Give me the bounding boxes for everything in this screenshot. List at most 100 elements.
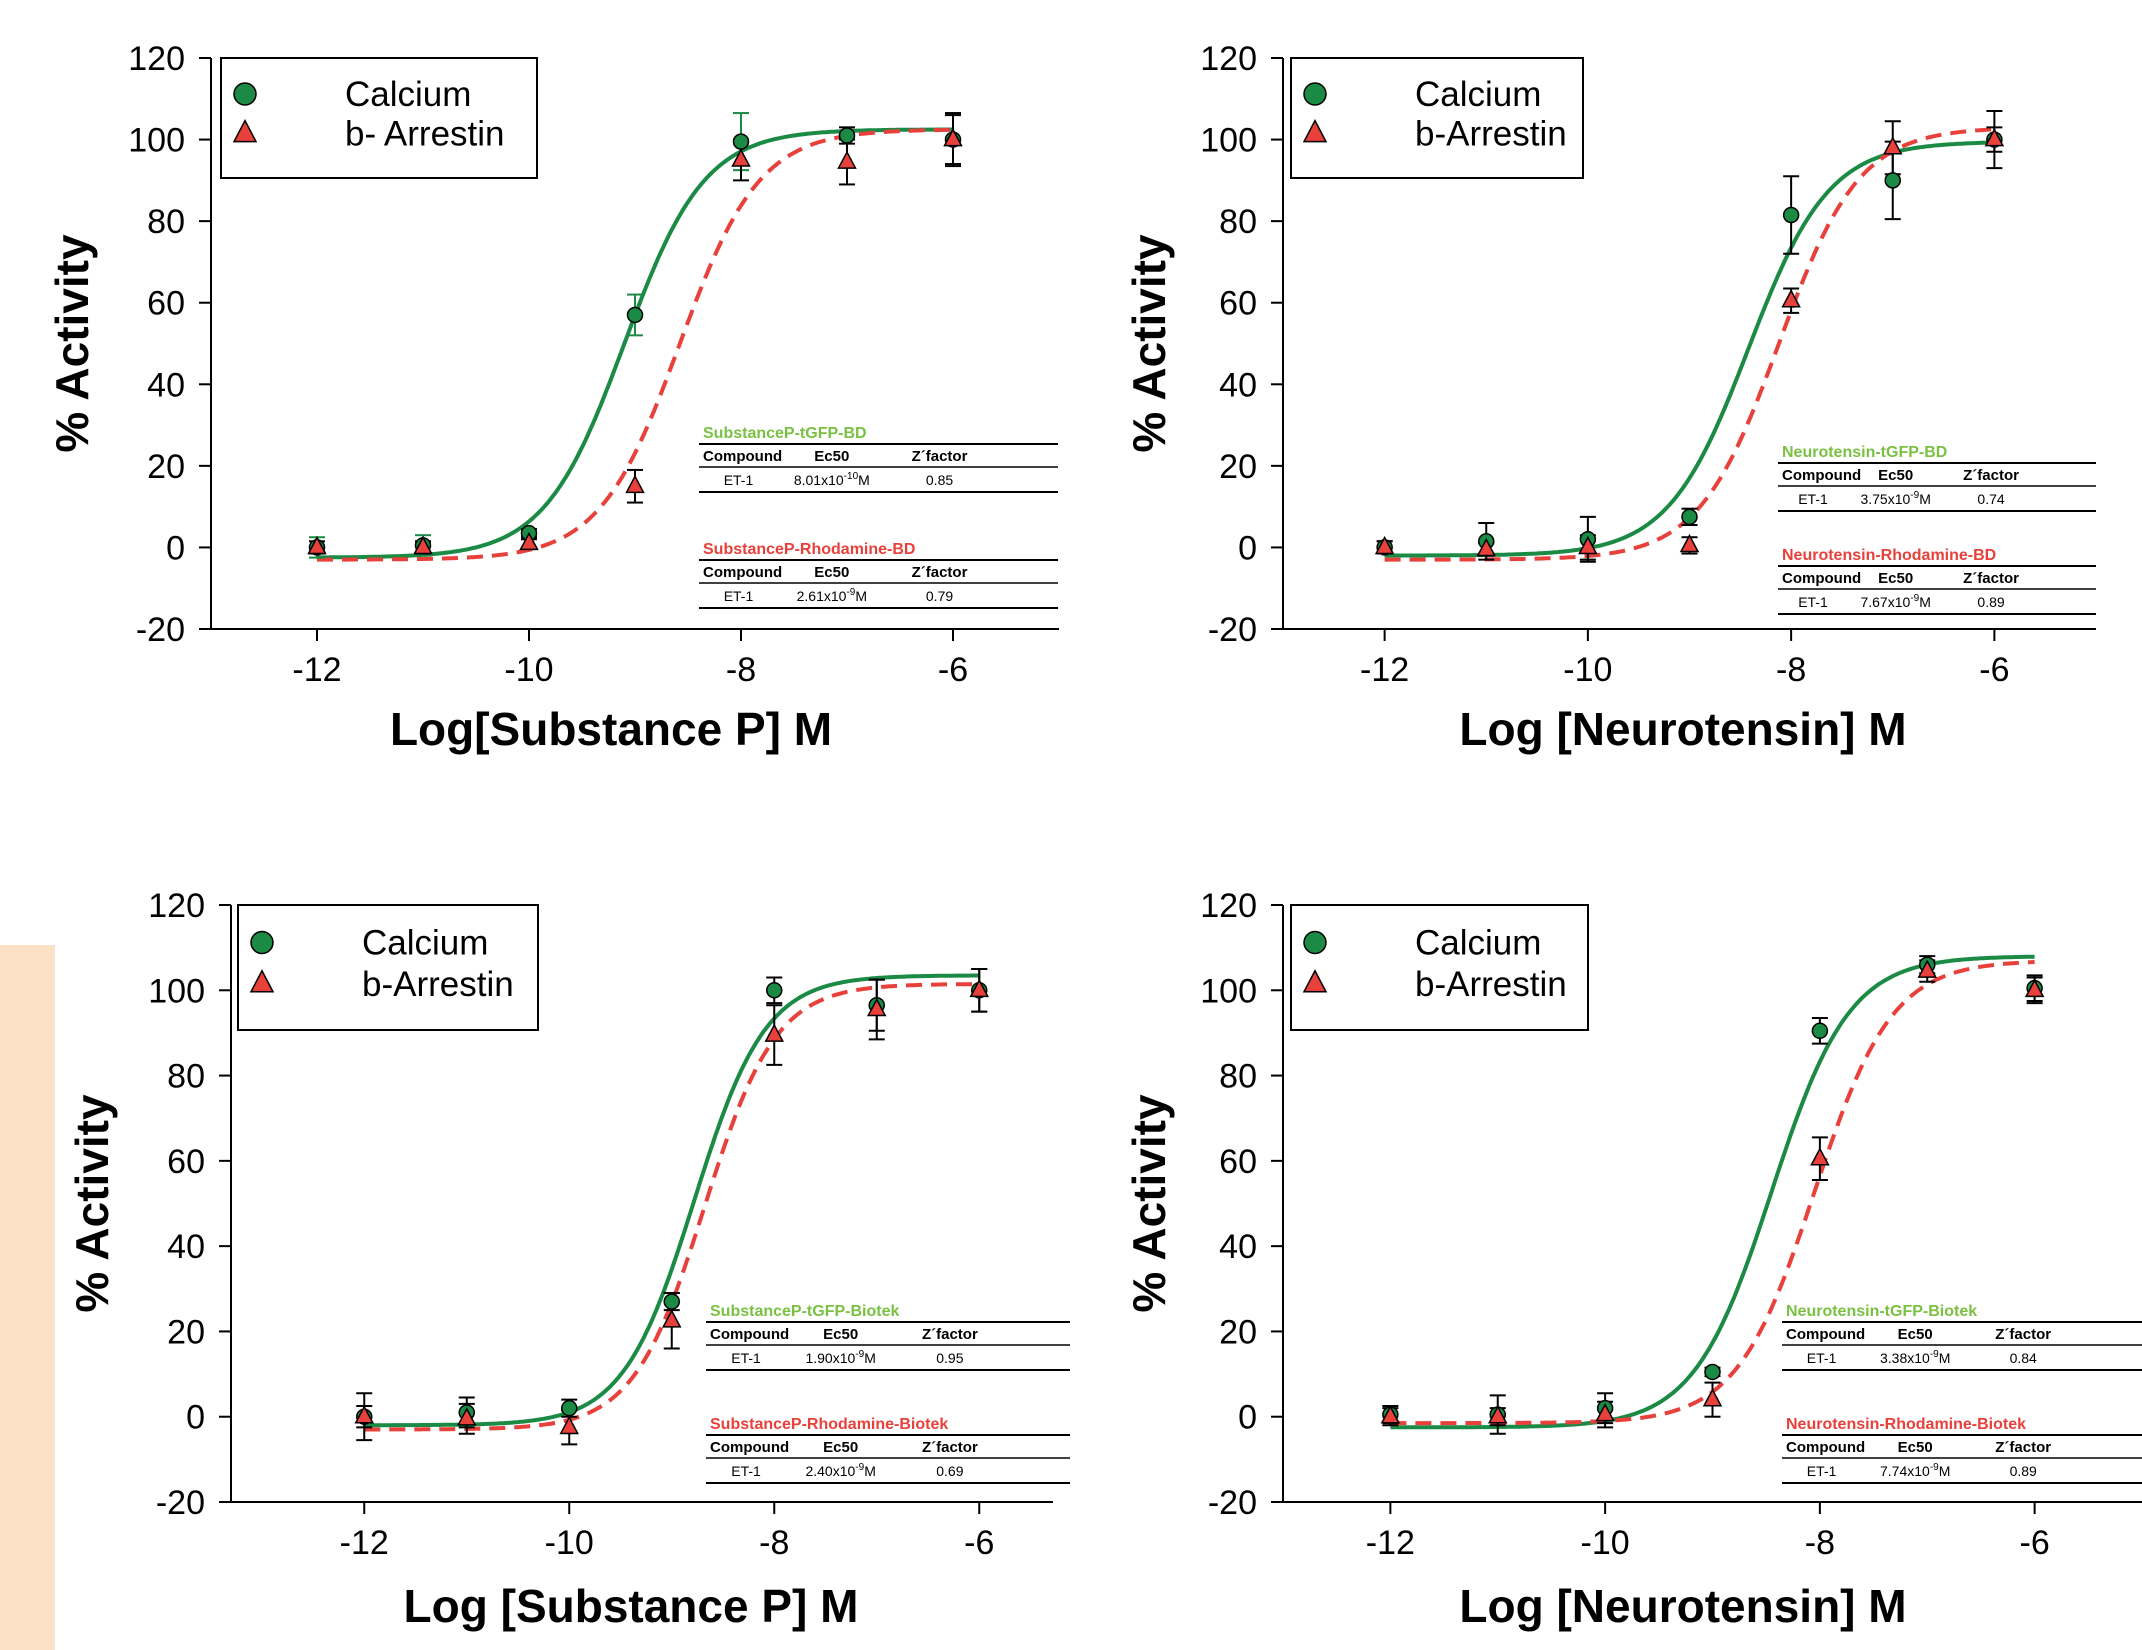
arrestin-data-point	[1476, 537, 1496, 557]
arrestin-data-point	[1984, 128, 2005, 147]
table-cell-zfactor: 0.69	[936, 1463, 963, 1479]
ec50-exponent: -10	[844, 471, 859, 482]
legend-calcium-label: Calcium	[345, 75, 471, 114]
y-tick-label: 40	[1219, 1228, 1257, 1266]
arrestin-data-point	[1702, 1388, 1723, 1407]
table-title: Neurotensin-tGFP-Biotek	[1786, 1303, 1977, 1320]
table-header-compound: Compound	[703, 564, 782, 581]
table-cell-compound: ET-1	[724, 588, 754, 604]
y-tick-label: 80	[1219, 203, 1257, 241]
y-tick-label: 0	[166, 529, 185, 567]
legend-calcium-marker	[250, 930, 274, 955]
y-tick-label: 120	[1200, 40, 1257, 78]
y-tick-label: 80	[147, 203, 185, 241]
calcium-fit-curve	[364, 973, 980, 1428]
ec50-mantissa: 1.90x10	[805, 1350, 855, 1366]
legend-calcium-label: Calcium	[362, 924, 488, 963]
table-cell-compound: ET-1	[1807, 1463, 1837, 1479]
arrestin-data-point	[662, 1309, 682, 1328]
y-tick-label: 40	[167, 1228, 205, 1266]
ec50-exponent: -9	[1910, 593, 1919, 604]
table-title: SubstanceP-tGFP-Biotek	[710, 1303, 899, 1320]
calcium-data-point	[663, 1293, 680, 1310]
legend-box	[1290, 904, 1589, 1031]
y-tick-label: 80	[1219, 1058, 1257, 1096]
table-header-ec50: Ec50	[1878, 467, 1913, 484]
calcium-data-point	[1681, 508, 1698, 526]
ec50-mantissa: 7.67x10	[1860, 594, 1910, 610]
calcium-data-point	[1811, 1022, 1829, 1040]
arrestin-data-point	[1810, 1147, 1830, 1166]
y-tick-label: 0	[1238, 1399, 1257, 1437]
table-cell-ec50: 7.67x10-9M	[1860, 593, 1930, 610]
arrestin-data-point	[867, 997, 887, 1017]
table-header-zfactor: Z´factor	[1963, 570, 2019, 587]
arrestin-data-point	[1917, 959, 1937, 978]
ec50-mantissa: 3.75x10	[1860, 491, 1910, 507]
y-axis-label: % Activity	[46, 234, 98, 453]
table-cell-ec50: 7.74x10-9M	[1880, 1462, 1950, 1479]
calcium-data-point	[732, 133, 750, 150]
table-cell-zfactor: 0.85	[926, 472, 953, 488]
legend-arrestin-marker	[1302, 118, 1328, 143]
x-tick-label: -12	[292, 651, 341, 689]
legend-calcium-label: Calcium	[1415, 75, 1541, 114]
chart-panel-3: -20 0 20 40 60 80 100 120 -12 -10 -8 -6 Log [Substan…	[66, 887, 1070, 1632]
table-cell-compound: ET-1	[1798, 491, 1828, 507]
arrestin-data-point	[559, 1415, 579, 1435]
y-tick-label: 120	[1200, 887, 1257, 925]
y-tick-label: 100	[128, 122, 185, 160]
table-header-ec50: Ec50	[1898, 1439, 1933, 1456]
y-tick-label: 60	[1219, 1143, 1257, 1181]
table-header-ec50: Ec50	[1898, 1326, 1933, 1343]
ec50-unit: M	[1939, 1350, 1951, 1366]
table-header-compound: Compound	[1782, 467, 1861, 484]
arrestin-data-point	[731, 148, 751, 167]
chart-panel-1: -20 0 20 40 60 80 100 120 -12 -10 -8 -6 Log[Substanc…	[46, 40, 1059, 755]
ec50-table-tgfp: Neurotensin-tGFP-Biotek Compound Ec50 Z´fac…	[1782, 1303, 2142, 1371]
y-tick-label: 20	[147, 448, 185, 486]
y-tick-label: 60	[167, 1143, 205, 1181]
arrestin-data-point	[413, 535, 433, 555]
calcium-data-point	[1884, 172, 1901, 189]
table-header-zfactor: Z´factor	[922, 1326, 978, 1343]
legend-box	[1290, 57, 1584, 179]
table-title: Neurotensin-Rhodamine-BD	[1782, 547, 1996, 564]
x-tick-label: -10	[504, 651, 553, 689]
table-cell-zfactor: 0.74	[1977, 491, 2004, 507]
table-header-ec50: Ec50	[823, 1439, 858, 1456]
x-tick-label: -12	[1360, 651, 1409, 689]
calcium-data-point	[838, 127, 856, 144]
ec50-exponent: -9	[855, 1462, 864, 1473]
x-tick-label: -12	[1366, 1524, 1415, 1562]
calcium-data-point	[1782, 206, 1800, 224]
ec50-unit: M	[864, 1463, 876, 1479]
table-cell-ec50: 3.38x10-9M	[1880, 1349, 1950, 1366]
y-tick-label: -20	[136, 611, 185, 649]
table-header-ec50: Ec50	[823, 1326, 858, 1343]
ec50-table-tgfp: SubstanceP-tGFP-Biotek Compound Ec50 Z´fact…	[706, 1303, 1070, 1371]
table-header-compound: Compound	[710, 1439, 789, 1456]
calcium-data-point	[561, 1399, 578, 1417]
arrestin-data-point	[1380, 1405, 1401, 1424]
table-cell-compound: ET-1	[1798, 594, 1828, 610]
legend-arrestin-marker	[249, 969, 275, 993]
x-tick-label: -10	[1563, 651, 1612, 689]
table-cell-ec50: 8.01x10-10M	[794, 471, 870, 488]
y-tick-label: 40	[1219, 366, 1257, 404]
y-axis-label: % Activity	[1123, 234, 1175, 453]
table-cell-zfactor: 0.89	[2010, 1463, 2037, 1479]
arrestin-data-point	[1679, 533, 1700, 553]
ec50-unit: M	[1939, 1463, 1951, 1479]
arrestin-data-point	[1488, 1405, 1508, 1424]
x-tick-label: -12	[340, 1524, 389, 1562]
legend-arrestin-marker	[232, 118, 258, 143]
arrestin-data-point	[307, 535, 327, 555]
calcium-data-point	[626, 306, 644, 324]
table-cell-compound: ET-1	[731, 1463, 761, 1479]
x-tick-label: -6	[964, 1524, 994, 1562]
table-header-compound: Compound	[1786, 1439, 1865, 1456]
legend-calcium-marker	[233, 82, 257, 106]
